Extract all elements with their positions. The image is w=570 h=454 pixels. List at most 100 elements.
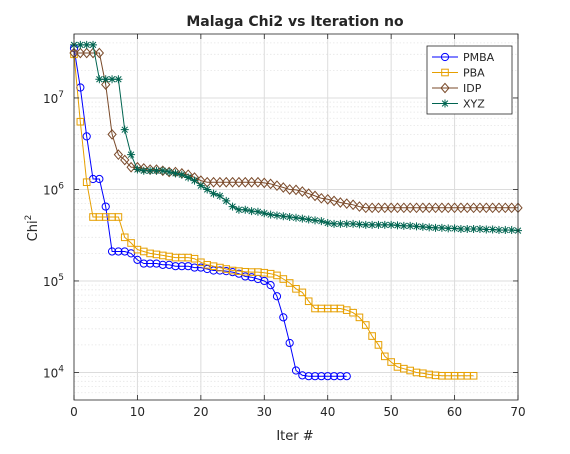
data-point bbox=[349, 308, 357, 317]
data-point bbox=[368, 220, 377, 229]
data-point bbox=[487, 202, 498, 214]
data-point bbox=[184, 173, 193, 182]
data-point bbox=[190, 176, 199, 185]
data-point bbox=[336, 372, 345, 381]
series-layer bbox=[69, 40, 523, 381]
data-point bbox=[221, 176, 231, 188]
data-point bbox=[139, 166, 148, 175]
data-point bbox=[380, 202, 390, 214]
data-point bbox=[310, 190, 320, 202]
data-point bbox=[215, 176, 225, 188]
data-point bbox=[304, 372, 313, 381]
data-point bbox=[107, 247, 117, 256]
data-point bbox=[463, 224, 472, 233]
data-point bbox=[335, 197, 346, 208]
data-point bbox=[440, 82, 450, 94]
data-point bbox=[285, 279, 294, 287]
data-point bbox=[444, 224, 453, 233]
data-point bbox=[133, 255, 142, 264]
data-point bbox=[469, 224, 478, 233]
y-tick-label-exponent: 4 bbox=[58, 364, 64, 374]
data-point bbox=[227, 176, 238, 188]
data-point bbox=[260, 209, 269, 218]
data-point bbox=[75, 47, 86, 59]
legend-label: PMBA bbox=[463, 51, 495, 64]
data-point bbox=[298, 214, 307, 223]
legend-entry-pmba: PMBA bbox=[432, 51, 495, 64]
x-axis-label: Iter # bbox=[276, 429, 313, 444]
data-point bbox=[374, 341, 383, 349]
data-point bbox=[355, 220, 364, 229]
data-point bbox=[494, 202, 504, 214]
y-tick-label-exponent: 5 bbox=[58, 273, 64, 283]
data-point bbox=[284, 184, 295, 195]
data-point bbox=[506, 202, 517, 214]
y-tick-label: 106 bbox=[43, 181, 64, 197]
data-point bbox=[437, 223, 446, 232]
data-point bbox=[177, 170, 186, 179]
data-point bbox=[361, 321, 370, 329]
data-point bbox=[456, 202, 466, 214]
data-point bbox=[482, 225, 491, 234]
data-point bbox=[108, 75, 117, 84]
data-point bbox=[354, 201, 365, 212]
data-point bbox=[355, 313, 364, 322]
series-xyz bbox=[70, 40, 522, 235]
data-point bbox=[348, 199, 358, 211]
series-idp bbox=[69, 47, 523, 214]
data-point bbox=[253, 176, 263, 188]
data-point bbox=[291, 366, 301, 375]
y-tick-label-base: 10 bbox=[43, 92, 58, 106]
data-point bbox=[361, 202, 371, 214]
data-point bbox=[146, 259, 155, 268]
data-point bbox=[298, 288, 307, 297]
data-point bbox=[424, 202, 434, 214]
data-point bbox=[501, 226, 510, 235]
y-axis-label-base: Chi bbox=[26, 220, 41, 241]
data-point bbox=[184, 262, 193, 271]
data-point bbox=[507, 226, 516, 235]
data-point bbox=[342, 198, 352, 209]
data-point bbox=[76, 40, 85, 49]
data-point bbox=[126, 161, 136, 173]
data-point bbox=[196, 263, 205, 272]
data-point bbox=[462, 202, 472, 214]
data-point bbox=[95, 75, 104, 84]
data-point bbox=[94, 47, 105, 59]
axes-box bbox=[73, 33, 519, 401]
data-point bbox=[386, 202, 396, 214]
data-point bbox=[113, 149, 124, 161]
data-point bbox=[475, 202, 485, 214]
data-point bbox=[120, 233, 129, 242]
data-point bbox=[342, 219, 351, 228]
data-point bbox=[488, 225, 497, 234]
data-point bbox=[114, 247, 123, 256]
data-point bbox=[215, 191, 224, 200]
data-point bbox=[361, 220, 370, 229]
data-point bbox=[304, 297, 313, 306]
data-point bbox=[82, 40, 91, 49]
data-point bbox=[265, 178, 276, 190]
y-axis-label-superscript: 2 bbox=[24, 215, 34, 221]
data-point bbox=[234, 205, 243, 214]
legend-label: PBA bbox=[463, 67, 485, 80]
data-point bbox=[342, 372, 351, 381]
data-point bbox=[373, 202, 384, 214]
data-point bbox=[209, 189, 218, 198]
data-point bbox=[431, 223, 440, 232]
data-point bbox=[494, 226, 503, 235]
data-point bbox=[241, 272, 250, 281]
legend-label: IDP bbox=[463, 82, 482, 95]
data-point bbox=[500, 202, 510, 214]
data-point bbox=[272, 180, 282, 192]
data-point bbox=[95, 174, 104, 184]
data-point bbox=[76, 117, 85, 126]
legend-entry-pba: PBA bbox=[432, 67, 485, 80]
data-point bbox=[114, 75, 123, 84]
data-point bbox=[120, 125, 129, 134]
data-point bbox=[387, 358, 395, 366]
data-point bbox=[208, 176, 219, 188]
